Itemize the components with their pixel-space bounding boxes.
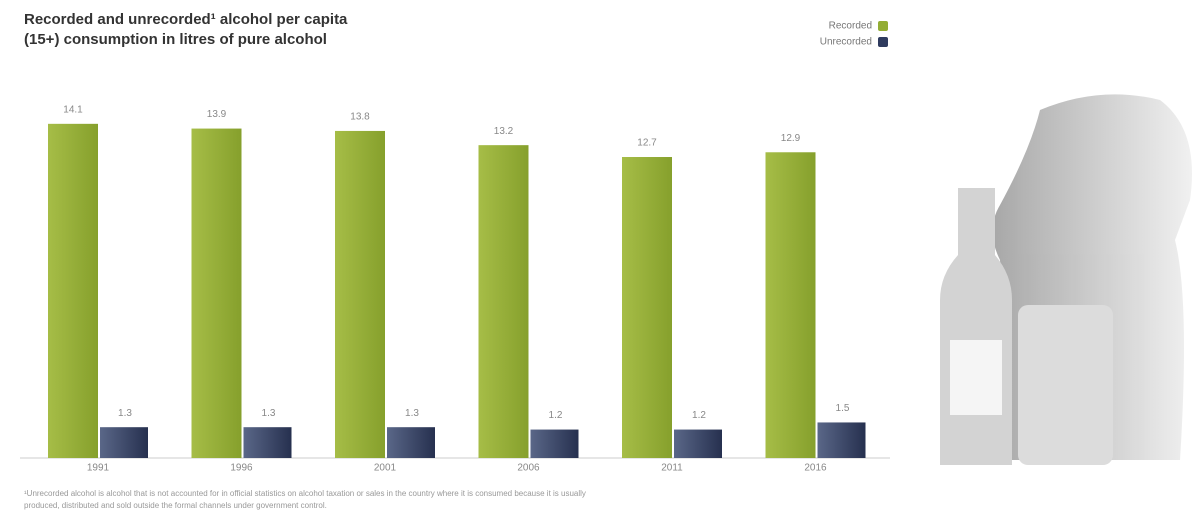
value-label: 1.2	[692, 410, 706, 421]
bar	[100, 427, 148, 458]
value-label: 12.9	[781, 133, 801, 144]
footnote: produced, distributed and sold outside t…	[24, 501, 327, 510]
bar	[765, 152, 816, 458]
legend-label: Unrecorded	[820, 37, 872, 48]
bar	[817, 422, 866, 458]
value-label: 1.2	[549, 410, 563, 421]
bar	[48, 123, 98, 458]
chart-title: Recorded and unrecorded¹ alcohol per cap…	[24, 11, 348, 28]
value-label: 13.8	[350, 112, 370, 123]
x-tick-label: 2006	[517, 463, 540, 474]
bar	[191, 128, 242, 458]
bar	[622, 157, 672, 458]
x-tick-label: 2001	[374, 463, 397, 474]
legend-swatch	[878, 37, 888, 47]
bar	[530, 429, 579, 458]
value-label: 13.9	[207, 109, 227, 120]
value-label: 12.7	[637, 138, 657, 149]
value-label: 13.2	[494, 126, 514, 137]
bar	[478, 145, 529, 458]
legend-swatch	[878, 21, 888, 31]
legend-label: Recorded	[829, 21, 872, 32]
illustration	[940, 94, 1192, 465]
chart-title: (15+) consumption in litres of pure alco…	[24, 31, 327, 48]
bar	[243, 427, 292, 458]
value-label: 1.3	[262, 408, 276, 419]
x-tick-label: 1991	[87, 463, 110, 474]
value-label: 1.3	[405, 408, 419, 419]
bar	[674, 429, 722, 458]
x-tick-label: 2016	[804, 463, 827, 474]
footnote: ¹Unrecorded alcohol is alcohol that is n…	[24, 489, 586, 498]
x-tick-label: 1996	[230, 463, 253, 474]
value-label: 1.5	[836, 403, 850, 414]
bar	[335, 130, 385, 458]
bar	[387, 427, 435, 458]
x-tick-label: 2011	[661, 463, 683, 474]
value-label: 14.1	[63, 104, 83, 115]
value-label: 1.3	[118, 408, 132, 419]
